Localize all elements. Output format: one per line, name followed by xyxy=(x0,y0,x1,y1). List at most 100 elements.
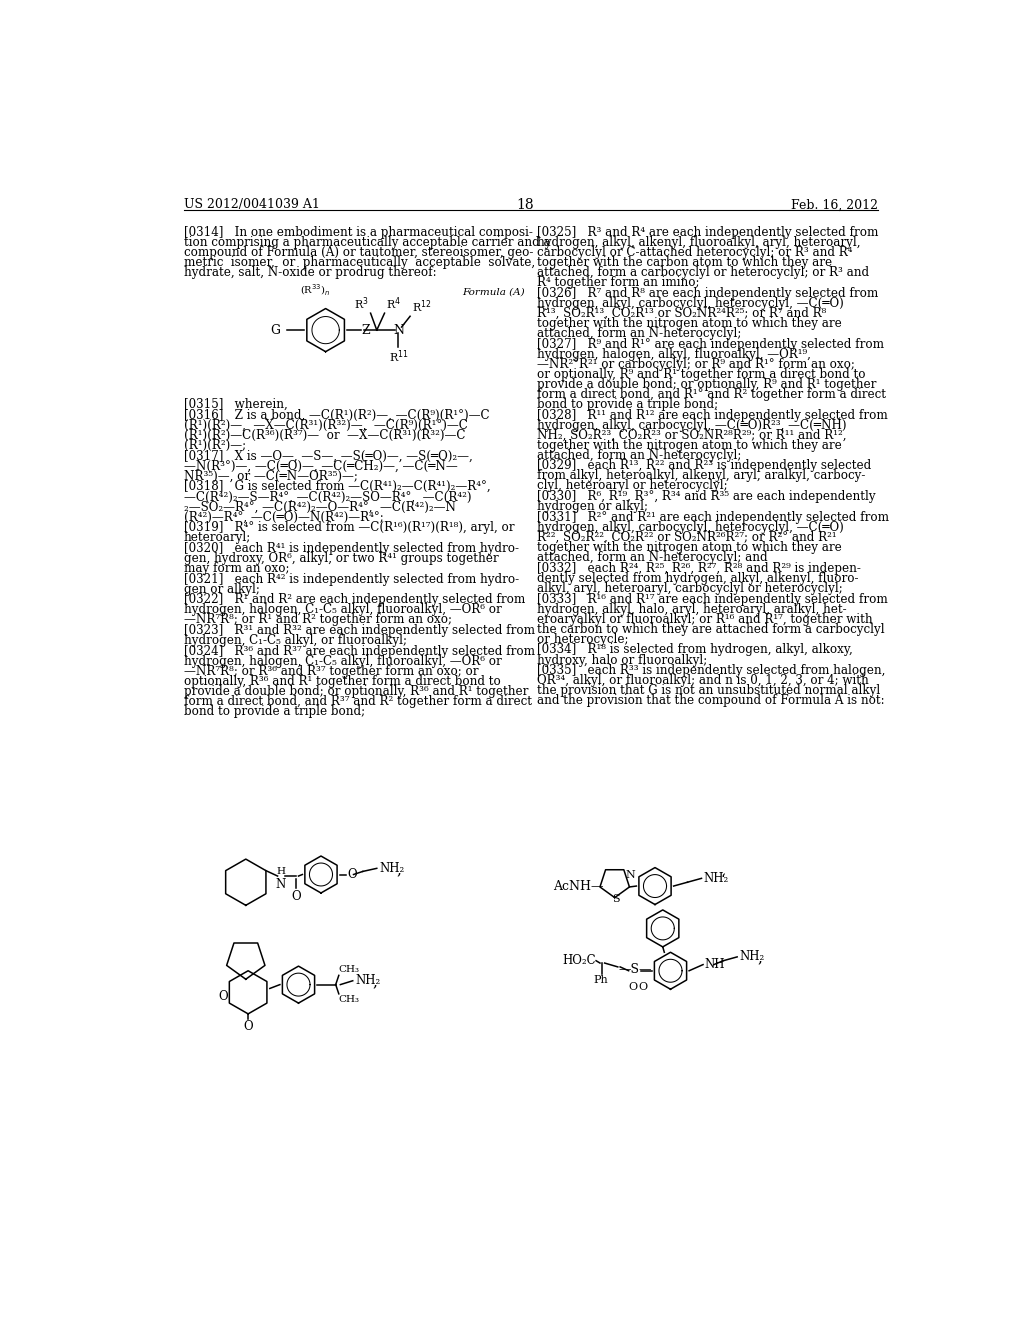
Text: alkyl, aryl, heteroaryl, carbocyclyl or heterocyclyl;: alkyl, aryl, heteroaryl, carbocyclyl or … xyxy=(538,582,843,595)
Text: (R¹)(R²)—,  —X—C(R³¹)(R³²)—,  —C(R⁹)(R¹°)—C: (R¹)(R²)—, —X—C(R³¹)(R³²)—, —C(R⁹)(R¹°)—… xyxy=(183,418,468,432)
Text: Z: Z xyxy=(361,323,370,337)
Text: (R¹)(R²)—C(R³⁶)(R³⁷)—  or  —X—C(R³¹)(R³²)—C: (R¹)(R²)—C(R³⁶)(R³⁷)— or —X—C(R³¹)(R³²)—… xyxy=(183,429,465,442)
Text: NH₂: NH₂ xyxy=(739,950,765,964)
Text: R²², SO₂R²², CO₂R²² or SO₂NR²⁶R²⁷; or R²° and R²¹: R²², SO₂R²², CO₂R²² or SO₂NR²⁶R²⁷; or R²… xyxy=(538,531,837,544)
Text: dently selected from hydrogen, alkyl, alkenyl, fluoro-: dently selected from hydrogen, alkyl, al… xyxy=(538,572,859,585)
Text: from alkyl, heteroalkyl, alkenyl, aryl, aralkyl, carbocy-: from alkyl, heteroalkyl, alkenyl, aryl, … xyxy=(538,470,865,483)
Text: NH₂: NH₂ xyxy=(380,862,406,875)
Text: CH₃: CH₃ xyxy=(338,965,359,974)
Text: together with the nitrogen atom to which they are: together with the nitrogen atom to which… xyxy=(538,541,842,554)
Text: ,: , xyxy=(372,975,377,989)
Text: [0325]   R³ and R⁴ are each independently selected from: [0325] R³ and R⁴ are each independently … xyxy=(538,226,879,239)
Text: —N(R³°)—, —C(═O)—, —C(═CH₂)—, —C(═N—: —N(R³°)—, —C(═O)—, —C(═CH₂)—, —C(═N— xyxy=(183,459,458,473)
Text: O: O xyxy=(218,990,228,1003)
Text: O: O xyxy=(347,869,357,880)
Text: ₂—SO₂—R⁴°, —C(R⁴²)₂—O—R⁴°,  —C(R⁴²)₂—N: ₂—SO₂—R⁴°, —C(R⁴²)₂—O—R⁴°, —C(R⁴²)₂—N xyxy=(183,500,456,513)
Text: carbocyclyl or C-attached heterocyclyl; or R³ and R⁴: carbocyclyl or C-attached heterocyclyl; … xyxy=(538,246,853,259)
Text: hydrogen, halogen, C₁-C₅ alkyl, fluoroalkyl, —OR⁶ or: hydrogen, halogen, C₁-C₅ alkyl, fluoroal… xyxy=(183,655,502,668)
Text: Ph: Ph xyxy=(593,975,608,985)
Text: ,: , xyxy=(758,952,762,965)
Text: Formula (A): Formula (A) xyxy=(462,288,524,297)
Text: 18: 18 xyxy=(516,198,534,213)
Text: together with the carbon atom to which they are: together with the carbon atom to which t… xyxy=(538,256,833,269)
Text: heteroaryl;: heteroaryl; xyxy=(183,531,251,544)
Text: hydrogen, C₁-C₅ alkyl, or fluoroalkyl;: hydrogen, C₁-C₅ alkyl, or fluoroalkyl; xyxy=(183,635,407,647)
Text: —NR⁷R⁸; or R¹ and R² together form an oxo;: —NR⁷R⁸; or R¹ and R² together form an ox… xyxy=(183,614,452,627)
Text: or heterocycle;: or heterocycle; xyxy=(538,632,629,645)
Text: [0324]   R³⁶ and R³⁷ are each independently selected from: [0324] R³⁶ and R³⁷ are each independentl… xyxy=(183,645,535,659)
Text: NH₂, SO₂R²³, CO₂R²³ or SO₂NR²⁸R²⁹; or R¹¹ and R¹²,: NH₂, SO₂R²³, CO₂R²³ or SO₂NR²⁸R²⁹; or R¹… xyxy=(538,429,847,442)
Text: R$^4$: R$^4$ xyxy=(386,296,401,312)
Text: —NR²°R²¹ or carbocyclyl; or R⁹ and R¹° form an oxo;: —NR²°R²¹ or carbocyclyl; or R⁹ and R¹° f… xyxy=(538,358,855,371)
Text: S: S xyxy=(612,894,621,904)
Text: R$^3$: R$^3$ xyxy=(354,296,369,312)
Text: O: O xyxy=(629,982,638,993)
Text: hydroxy, halo or fluoroalkyl;: hydroxy, halo or fluoroalkyl; xyxy=(538,653,708,667)
Text: [0332]   each R²⁴, R²⁵, R²⁶, R²⁷, R²⁸ and R²⁹ is indepen-: [0332] each R²⁴, R²⁵, R²⁶, R²⁷, R²⁸ and … xyxy=(538,562,861,576)
Text: the provision that G is not an unsubstituted normal alkyl: the provision that G is not an unsubstit… xyxy=(538,684,881,697)
Text: [0329]   each R¹³, R²² and R²³ is independently selected: [0329] each R¹³, R²² and R²³ is independ… xyxy=(538,459,871,473)
Text: or optionally, R⁹ and R¹ together form a direct bond to: or optionally, R⁹ and R¹ together form a… xyxy=(538,368,865,381)
Text: hydrogen, alkyl, carbocyclyl, —C(═O)R²³, —C(═NH): hydrogen, alkyl, carbocyclyl, —C(═O)R²³,… xyxy=(538,418,847,432)
Text: N: N xyxy=(275,878,286,891)
Text: O: O xyxy=(292,890,301,903)
Text: eroaryalkyl or fluoroalkyl; or R¹⁶ and R¹⁷, together with: eroaryalkyl or fluoroalkyl; or R¹⁶ and R… xyxy=(538,612,872,626)
Text: attached, form an N-heterocyclyl;: attached, form an N-heterocyclyl; xyxy=(538,449,741,462)
Text: [0314]   In one embodiment is a pharmaceutical composi-: [0314] In one embodiment is a pharmaceut… xyxy=(183,226,532,239)
Text: [0328]   R¹¹ and R¹² are each independently selected from: [0328] R¹¹ and R¹² are each independentl… xyxy=(538,409,888,421)
Text: H: H xyxy=(276,867,285,876)
Text: hydrogen, alkyl, carbocyclyl, heterocyclyl, —C(═O): hydrogen, alkyl, carbocyclyl, heterocycl… xyxy=(538,297,844,310)
Text: [0318]   G is selected from —C(R⁴¹)₂—C(R⁴¹)₂—R⁴°,: [0318] G is selected from —C(R⁴¹)₂—C(R⁴¹… xyxy=(183,480,490,494)
Text: —NR⁷R⁸; or R³⁶ and R³⁷ together form an oxo; or: —NR⁷R⁸; or R³⁶ and R³⁷ together form an … xyxy=(183,665,478,678)
Text: [0326]   R⁷ and R⁸ are each independently selected from: [0326] R⁷ and R⁸ are each independently … xyxy=(538,286,879,300)
Text: —S—: —S— xyxy=(618,962,651,975)
Text: hydrogen, alkyl, alkenyl, fluoroalkyl, aryl, heteroaryl,: hydrogen, alkyl, alkenyl, fluoroalkyl, a… xyxy=(538,236,861,249)
Text: N: N xyxy=(626,870,635,879)
Text: (R⁴²)—R⁴°, —C(═O)—N(R⁴²)—R⁴°;: (R⁴²)—R⁴°, —C(═O)—N(R⁴²)—R⁴°; xyxy=(183,511,384,523)
Text: R$^{11}$: R$^{11}$ xyxy=(389,348,409,366)
Text: O: O xyxy=(244,1020,253,1034)
Text: R¹³, SO₂R¹³, CO₂R¹³ or SO₂NR²⁴R²⁵; or R⁷ and R⁸: R¹³, SO₂R¹³, CO₂R¹³ or SO₂NR²⁴R²⁵; or R⁷… xyxy=(538,308,826,319)
Text: hydrogen, halogen, alkyl, fluoroalkyl, —OR¹⁹,: hydrogen, halogen, alkyl, fluoroalkyl, —… xyxy=(538,348,811,360)
Text: NH₂: NH₂ xyxy=(703,871,729,884)
Text: attached, form an N-heterocyclyl;: attached, form an N-heterocyclyl; xyxy=(538,327,741,341)
Text: [0321]   each R⁴² is independently selected from hydro-: [0321] each R⁴² is independently selecte… xyxy=(183,573,519,586)
Text: OR³⁴, alkyl, or fluoroalkyl; and n is 0, 1, 2, 3, or 4; with: OR³⁴, alkyl, or fluoroalkyl; and n is 0,… xyxy=(538,675,869,688)
Text: hydrogen, alkyl, halo, aryl, heteroaryl, aralkyl, het-: hydrogen, alkyl, halo, aryl, heteroaryl,… xyxy=(538,603,847,615)
Text: NR³⁵)—, or —C(═N—OR³⁵)—;: NR³⁵)—, or —C(═N—OR³⁵)—; xyxy=(183,470,357,483)
Text: [0335]   each R³³ is independently selected from halogen,: [0335] each R³³ is independently selecte… xyxy=(538,664,886,677)
Text: the carbon to which they are attached form a carbocyclyl: the carbon to which they are attached fo… xyxy=(538,623,885,636)
Text: bond to provide a triple bond;: bond to provide a triple bond; xyxy=(538,397,718,411)
Text: gen, hydroxy, OR⁶, alkyl, or two R⁴¹ groups together: gen, hydroxy, OR⁶, alkyl, or two R⁴¹ gro… xyxy=(183,552,499,565)
Text: and the provision that the compound of Formula A is not:: and the provision that the compound of F… xyxy=(538,694,885,708)
Text: G: G xyxy=(270,323,281,337)
Text: —C(R⁴²)₂—S—R⁴°, —C(R⁴²)₂—SO—R⁴°,  —C(R⁴²): —C(R⁴²)₂—S—R⁴°, —C(R⁴²)₂—SO—R⁴°, —C(R⁴²) xyxy=(183,490,471,503)
Text: form a direct bond, and R¹° and R² together form a direct: form a direct bond, and R¹° and R² toget… xyxy=(538,388,886,401)
Text: gen or alkyl;: gen or alkyl; xyxy=(183,582,260,595)
Text: hydrogen or alkyl;: hydrogen or alkyl; xyxy=(538,500,648,513)
Text: O: O xyxy=(638,982,647,993)
Text: [0315]   wherein,: [0315] wherein, xyxy=(183,397,288,411)
Text: metric  isomer,  or  pharmaceutically  acceptable  solvate,: metric isomer, or pharmaceutically accep… xyxy=(183,256,535,269)
Text: bond to provide a triple bond;: bond to provide a triple bond; xyxy=(183,705,365,718)
Text: attached, form an N-heterocyclyl; and: attached, form an N-heterocyclyl; and xyxy=(538,552,768,564)
Text: optionally, R³⁶ and R¹ together form a direct bond to: optionally, R³⁶ and R¹ together form a d… xyxy=(183,675,501,688)
Text: N: N xyxy=(393,323,404,337)
Text: attached, form a carbocyclyl or heterocyclyl; or R³ and: attached, form a carbocyclyl or heterocy… xyxy=(538,267,869,280)
Text: [0333]   R¹⁶ and R¹⁷ are each independently selected from: [0333] R¹⁶ and R¹⁷ are each independentl… xyxy=(538,593,888,606)
Text: together with the nitrogen atom to which they are: together with the nitrogen atom to which… xyxy=(538,438,842,451)
Text: hydrogen, alkyl, carbocyclyl, heterocyclyl, —C(═O): hydrogen, alkyl, carbocyclyl, heterocycl… xyxy=(538,521,844,535)
Text: provide a double bond; or optionally, R³⁶ and R¹ together: provide a double bond; or optionally, R³… xyxy=(183,685,528,698)
Text: compound of Formula (A) or tautomer, stereoisomer, geo-: compound of Formula (A) or tautomer, ste… xyxy=(183,246,534,259)
Text: together with the nitrogen atom to which they are: together with the nitrogen atom to which… xyxy=(538,317,842,330)
Text: [0323]   R³¹ and R³² are each independently selected from: [0323] R³¹ and R³² are each independentl… xyxy=(183,624,535,638)
Text: tion comprising a pharmaceutically acceptable carrier and a: tion comprising a pharmaceutically accep… xyxy=(183,236,551,249)
Text: [0334]   R¹⁸ is selected from hydrogen, alkyl, alkoxy,: [0334] R¹⁸ is selected from hydrogen, al… xyxy=(538,644,853,656)
Text: ,: , xyxy=(397,863,401,876)
Text: [0330]   R⁶, R¹⁹, R³°, R³⁴ and R³⁵ are each independently: [0330] R⁶, R¹⁹, R³°, R³⁴ and R³⁵ are eac… xyxy=(538,490,876,503)
Text: [0320]   each R⁴¹ is independently selected from hydro-: [0320] each R⁴¹ is independently selecte… xyxy=(183,543,519,554)
Text: provide a double bond; or optionally, R⁹ and R¹ together: provide a double bond; or optionally, R⁹… xyxy=(538,378,877,391)
Text: [0331]   R²° and R²¹ are each independently selected from: [0331] R²° and R²¹ are each independentl… xyxy=(538,511,889,524)
Text: hydrogen, halogen, C₁-C₅ alkyl, fluoroalkyl, —OR⁶ or: hydrogen, halogen, C₁-C₅ alkyl, fluoroal… xyxy=(183,603,502,616)
Text: CH₃: CH₃ xyxy=(338,995,359,1005)
